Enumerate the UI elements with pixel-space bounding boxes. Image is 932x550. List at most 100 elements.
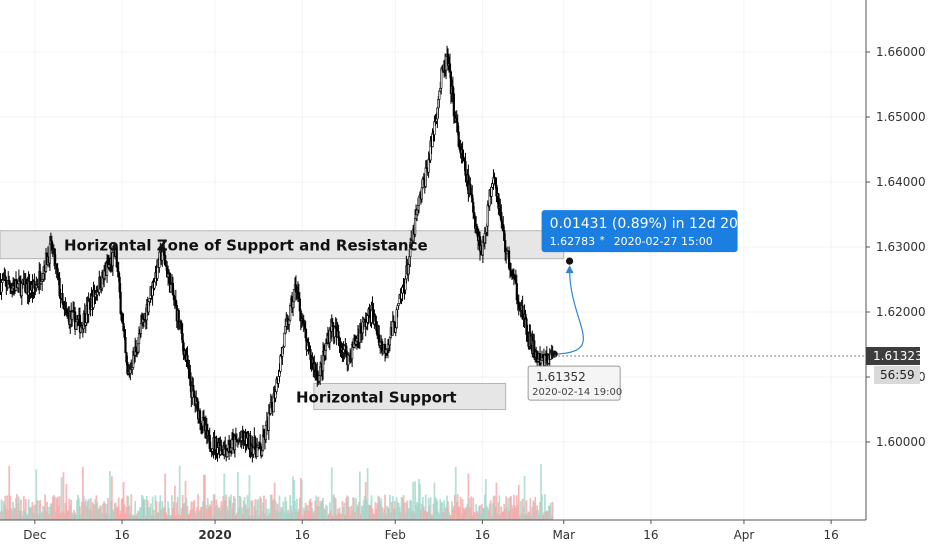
volume-bar xyxy=(2,500,5,520)
volume-bar xyxy=(447,501,449,520)
time-axis[interactable]: Dec 16 2020 16 Feb 16 Mar 16 Apr 16 xyxy=(0,519,866,542)
volume-bar xyxy=(413,512,416,520)
volume-bar xyxy=(56,496,59,520)
volume-bar xyxy=(232,502,234,520)
volume-bar xyxy=(220,501,223,520)
volume-bar xyxy=(332,494,335,520)
volume-bar xyxy=(481,504,483,520)
volume-bar xyxy=(453,494,456,520)
volume-bar xyxy=(146,500,149,520)
volume-bar xyxy=(221,505,224,520)
volume-bar xyxy=(371,508,374,520)
volume-bar xyxy=(438,513,441,520)
candle-body xyxy=(486,204,489,227)
volume-bar xyxy=(141,496,144,520)
volume-bar xyxy=(302,507,305,520)
chart-grid xyxy=(0,0,866,520)
volume-bar xyxy=(358,471,361,520)
volume-bar xyxy=(372,513,375,520)
volume-bar xyxy=(199,509,201,520)
volume-bar xyxy=(409,499,412,520)
volume-bar xyxy=(247,508,250,520)
volume-bar xyxy=(435,498,438,520)
volume-bar xyxy=(290,505,293,520)
volume-bar xyxy=(145,495,148,520)
volume-bar xyxy=(335,514,338,520)
volume-bar xyxy=(205,508,208,520)
projection-end-point[interactable] xyxy=(565,257,574,265)
volume-bar xyxy=(354,512,356,520)
volume-bar xyxy=(201,506,203,520)
volume-bar xyxy=(296,498,298,520)
volume-bar xyxy=(42,505,45,520)
volume-bar xyxy=(164,473,167,520)
volume-bar xyxy=(427,498,430,520)
volume-bar xyxy=(182,504,185,520)
volume-bar xyxy=(356,504,358,520)
volume-bar xyxy=(432,503,435,520)
volume-bar xyxy=(336,508,339,520)
volume-bar xyxy=(50,503,53,520)
volume-bar xyxy=(150,515,153,520)
volume-bar xyxy=(14,508,16,520)
volume-bar xyxy=(71,512,74,520)
volume-bar xyxy=(34,504,37,520)
volume-bar xyxy=(276,503,279,520)
candle-body xyxy=(440,68,443,89)
volume-bar xyxy=(452,505,455,520)
volume-bar xyxy=(320,503,323,520)
price-axis[interactable]: 1.600001.610001.620001.630001.640001.650… xyxy=(865,0,926,520)
volume-bar xyxy=(87,499,90,520)
volume-bar xyxy=(228,496,231,520)
volume-bar xyxy=(163,507,166,520)
volume-bar xyxy=(269,494,272,520)
volume-bar xyxy=(105,513,107,520)
volume-bar xyxy=(504,508,507,520)
volume-bar xyxy=(344,514,347,520)
last-price-label: 1.61323 xyxy=(873,349,923,363)
resistance-zone[interactable] xyxy=(0,230,565,260)
volume-bar xyxy=(502,511,505,520)
volume-bar xyxy=(92,503,95,520)
volume-bar xyxy=(225,494,228,520)
volume-bar xyxy=(535,509,538,520)
volume-bar xyxy=(39,500,42,520)
volume-bar xyxy=(129,513,132,520)
volume-bar xyxy=(203,474,205,520)
volume-bar xyxy=(0,499,3,520)
projection-start-point[interactable] xyxy=(550,350,558,358)
volume-bar xyxy=(93,504,96,520)
volume-bar xyxy=(536,505,539,520)
volume-bar xyxy=(532,500,535,520)
volume-bar xyxy=(277,511,280,520)
volume-bar xyxy=(464,508,467,520)
volume-bar xyxy=(524,514,527,520)
volume-bar xyxy=(323,508,325,520)
volume-bar xyxy=(527,511,530,520)
volume-bar xyxy=(412,481,415,520)
volume-bar xyxy=(364,482,367,520)
volume-bar xyxy=(124,513,127,520)
volume-bar xyxy=(340,514,343,520)
volume-bar xyxy=(537,510,540,520)
volume-bar xyxy=(347,496,350,520)
volume-bar xyxy=(253,506,256,520)
volume-bar xyxy=(128,505,131,520)
volume-bar xyxy=(1,510,4,520)
volume-bar xyxy=(141,494,143,520)
volume-bar xyxy=(197,494,200,520)
volume-bar xyxy=(428,505,431,520)
volume-bar xyxy=(549,502,552,520)
volume-bar xyxy=(30,506,33,520)
volume-bar xyxy=(209,505,212,520)
volume-bar xyxy=(103,500,106,520)
volume-bar xyxy=(15,497,17,520)
candle-body xyxy=(417,196,421,206)
volume-bar xyxy=(250,500,253,520)
volume-bar xyxy=(313,511,316,520)
candle-body xyxy=(135,346,138,353)
volume-bar xyxy=(400,496,403,520)
support-zone[interactable] xyxy=(313,383,507,410)
volume-bar xyxy=(327,515,329,520)
